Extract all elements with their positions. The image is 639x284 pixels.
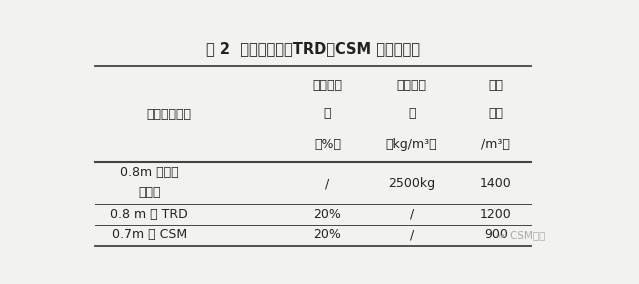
Text: /m³）: /m³） <box>481 138 511 151</box>
Text: 量: 量 <box>408 107 415 120</box>
Text: 0.8m 厚地下: 0.8m 厚地下 <box>120 166 178 179</box>
Text: 2500kg: 2500kg <box>388 178 435 190</box>
Text: （kg/m³）: （kg/m³） <box>386 138 438 151</box>
Text: 截水帷幕方案: 截水帷幕方案 <box>146 108 192 122</box>
Text: 造价: 造价 <box>488 79 504 92</box>
Text: 0.8 m 厚 TRD: 0.8 m 厚 TRD <box>111 208 188 221</box>
Text: 混凝土用: 混凝土用 <box>397 79 427 92</box>
Text: 表 2  地下连续墙、TRD、CSM 造价对比表: 表 2 地下连续墙、TRD、CSM 造价对比表 <box>206 41 420 56</box>
Text: 20%: 20% <box>314 228 341 241</box>
Text: ❧ CSM工法: ❧ CSM工法 <box>498 230 546 240</box>
Text: 量: 量 <box>324 107 331 120</box>
Text: 1400: 1400 <box>480 178 512 190</box>
Text: /: / <box>410 228 414 241</box>
Text: （元: （元 <box>488 107 504 120</box>
Text: /: / <box>410 208 414 221</box>
Text: 水泥掺入: 水泥掺入 <box>312 79 343 92</box>
Text: /: / <box>325 178 330 190</box>
Text: 连续墙: 连续墙 <box>138 186 160 199</box>
Text: 900: 900 <box>484 228 508 241</box>
Text: 1200: 1200 <box>480 208 512 221</box>
Text: 20%: 20% <box>314 208 341 221</box>
Text: （%）: （%） <box>314 138 341 151</box>
Text: 0.7m 厚 CSM: 0.7m 厚 CSM <box>112 228 187 241</box>
